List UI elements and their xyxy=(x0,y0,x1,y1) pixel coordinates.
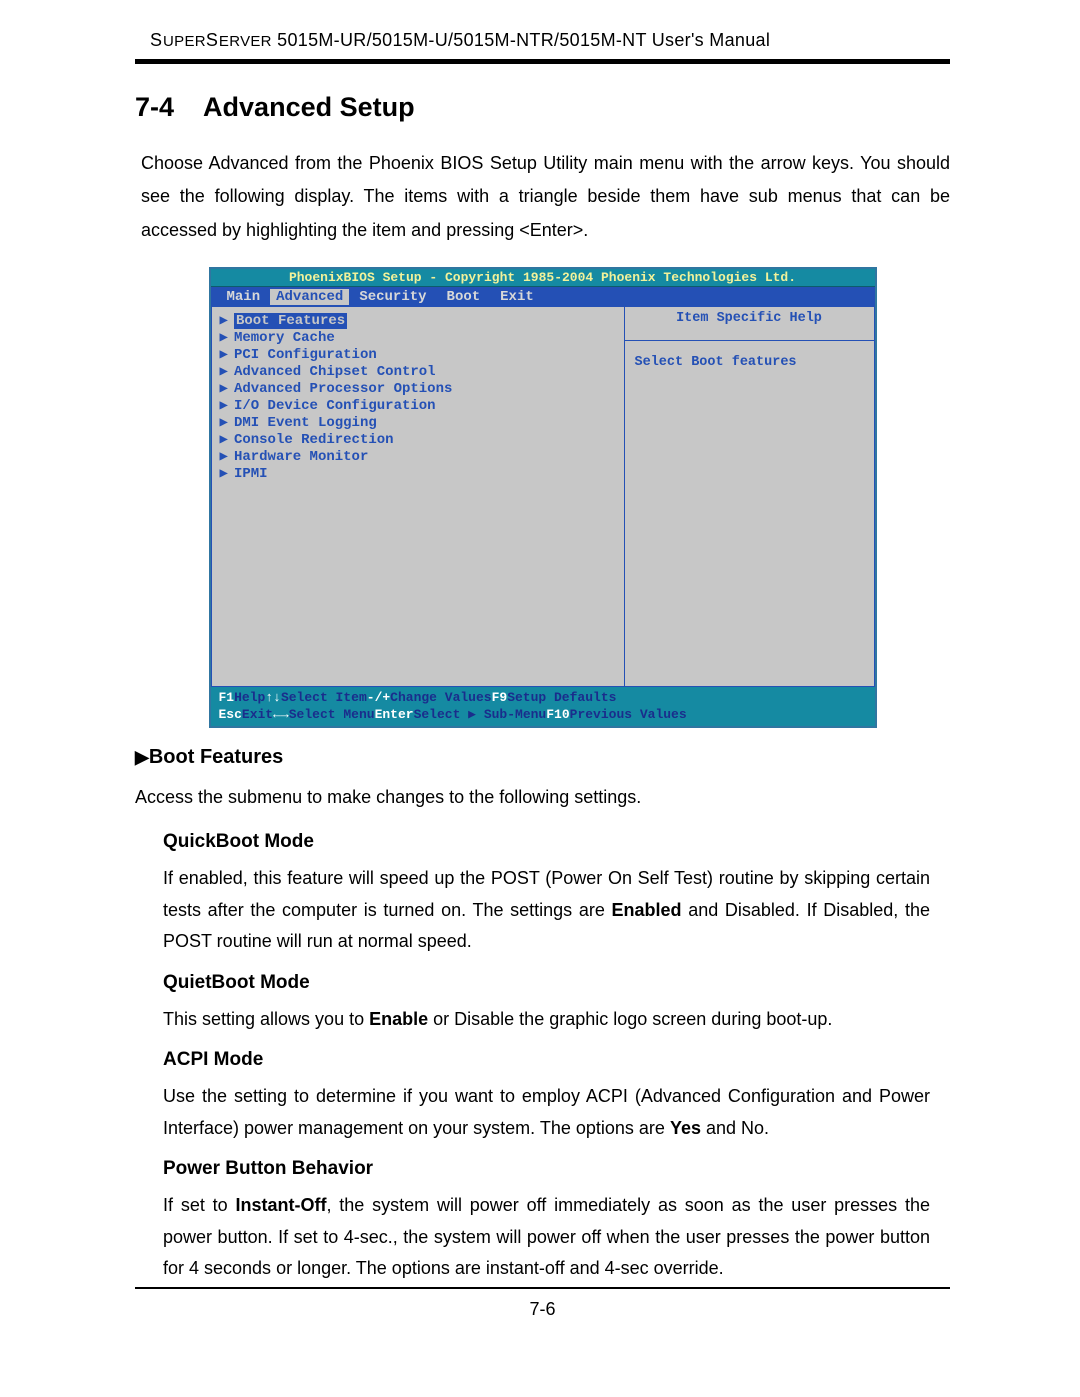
bios-item-pci[interactable]: ▶PCI Configuration xyxy=(218,347,618,364)
bios-item-io[interactable]: ▶I/O Device Configuration xyxy=(218,398,618,415)
quickboot-text: If enabled, this feature will speed up t… xyxy=(163,863,930,958)
triangle-icon: ▶ xyxy=(135,747,149,767)
bios-help-text: Select Boot features xyxy=(625,341,874,384)
bios-footer-row1: F1 Help ↑↓ Select Item -/+ Change Values… xyxy=(219,689,867,706)
bios-screenshot: PhoenixBIOS Setup - Copyright 1985-2004 … xyxy=(209,267,877,728)
bios-tab-boot[interactable]: Boot xyxy=(437,289,491,305)
acpi-heading: ACPI Mode xyxy=(163,1049,930,1071)
boot-features-text: Access the submenu to make changes to th… xyxy=(135,781,950,813)
page-number: 7-6 xyxy=(135,1289,950,1320)
bios-item-console[interactable]: ▶Console Redirection xyxy=(218,432,618,449)
bios-item-memory-cache[interactable]: ▶Memory Cache xyxy=(218,330,618,347)
bios-footer-row2: Esc Exit ←→ Select Menu Enter Select ▶ S… xyxy=(219,706,867,723)
section-number: 7-4 xyxy=(135,92,174,122)
running-header: SUPERSERVER 5015M-UR/5015M-U/5015M-NTR/5… xyxy=(135,30,950,64)
quietboot-heading: QuietBoot Mode xyxy=(163,972,930,994)
bios-item-chipset[interactable]: ▶Advanced Chipset Control xyxy=(218,364,618,381)
bios-help-pane: Item Specific Help Select Boot features xyxy=(625,307,875,687)
sub-settings: QuickBoot Mode If enabled, this feature … xyxy=(135,831,950,1285)
bios-item-boot-features[interactable]: ▶Boot Features xyxy=(218,313,618,330)
bios-item-ipmi[interactable]: ▶IPMI xyxy=(218,466,618,483)
power-text: If set to Instant-Off, the system will p… xyxy=(163,1190,930,1285)
header-product: 5015M-UR/5015M-U/5015M-NTR/5015M-NT xyxy=(277,30,652,50)
bios-tab-main[interactable]: Main xyxy=(217,289,271,305)
bios-body: ▶Boot Features ▶Memory Cache ▶PCI Config… xyxy=(211,307,875,687)
boot-features-heading: ▶Boot Features xyxy=(135,746,950,769)
bios-help-title: Item Specific Help xyxy=(625,307,874,341)
bios-menu-bar: Main Advanced Security Boot Exit xyxy=(211,287,875,307)
bios-tab-exit[interactable]: Exit xyxy=(490,289,544,305)
quietboot-text: This setting allows you to Enable or Dis… xyxy=(163,1004,930,1036)
intro-paragraph: Choose Advanced from the Phoenix BIOS Se… xyxy=(135,147,950,247)
power-heading: Power Button Behavior xyxy=(163,1158,930,1180)
bios-item-dmi[interactable]: ▶DMI Event Logging xyxy=(218,415,618,432)
section-title-text: Advanced Setup xyxy=(203,92,415,122)
bios-item-hardware[interactable]: ▶Hardware Monitor xyxy=(218,449,618,466)
section-heading: 7-4 Advanced Setup xyxy=(135,92,950,123)
header-doc: User's Manual xyxy=(652,30,770,50)
acpi-text: Use the setting to determine if you want… xyxy=(163,1081,930,1144)
bios-title-bar: PhoenixBIOS Setup - Copyright 1985-2004 … xyxy=(211,269,875,287)
bios-tab-advanced[interactable]: Advanced xyxy=(270,289,349,305)
bios-item-processor[interactable]: ▶Advanced Processor Options xyxy=(218,381,618,398)
bios-tab-security[interactable]: Security xyxy=(349,289,436,305)
quickboot-heading: QuickBoot Mode xyxy=(163,831,930,853)
bios-footer: F1 Help ↑↓ Select Item -/+ Change Values… xyxy=(211,687,875,726)
bios-item-list: ▶Boot Features ▶Memory Cache ▶PCI Config… xyxy=(211,307,625,687)
